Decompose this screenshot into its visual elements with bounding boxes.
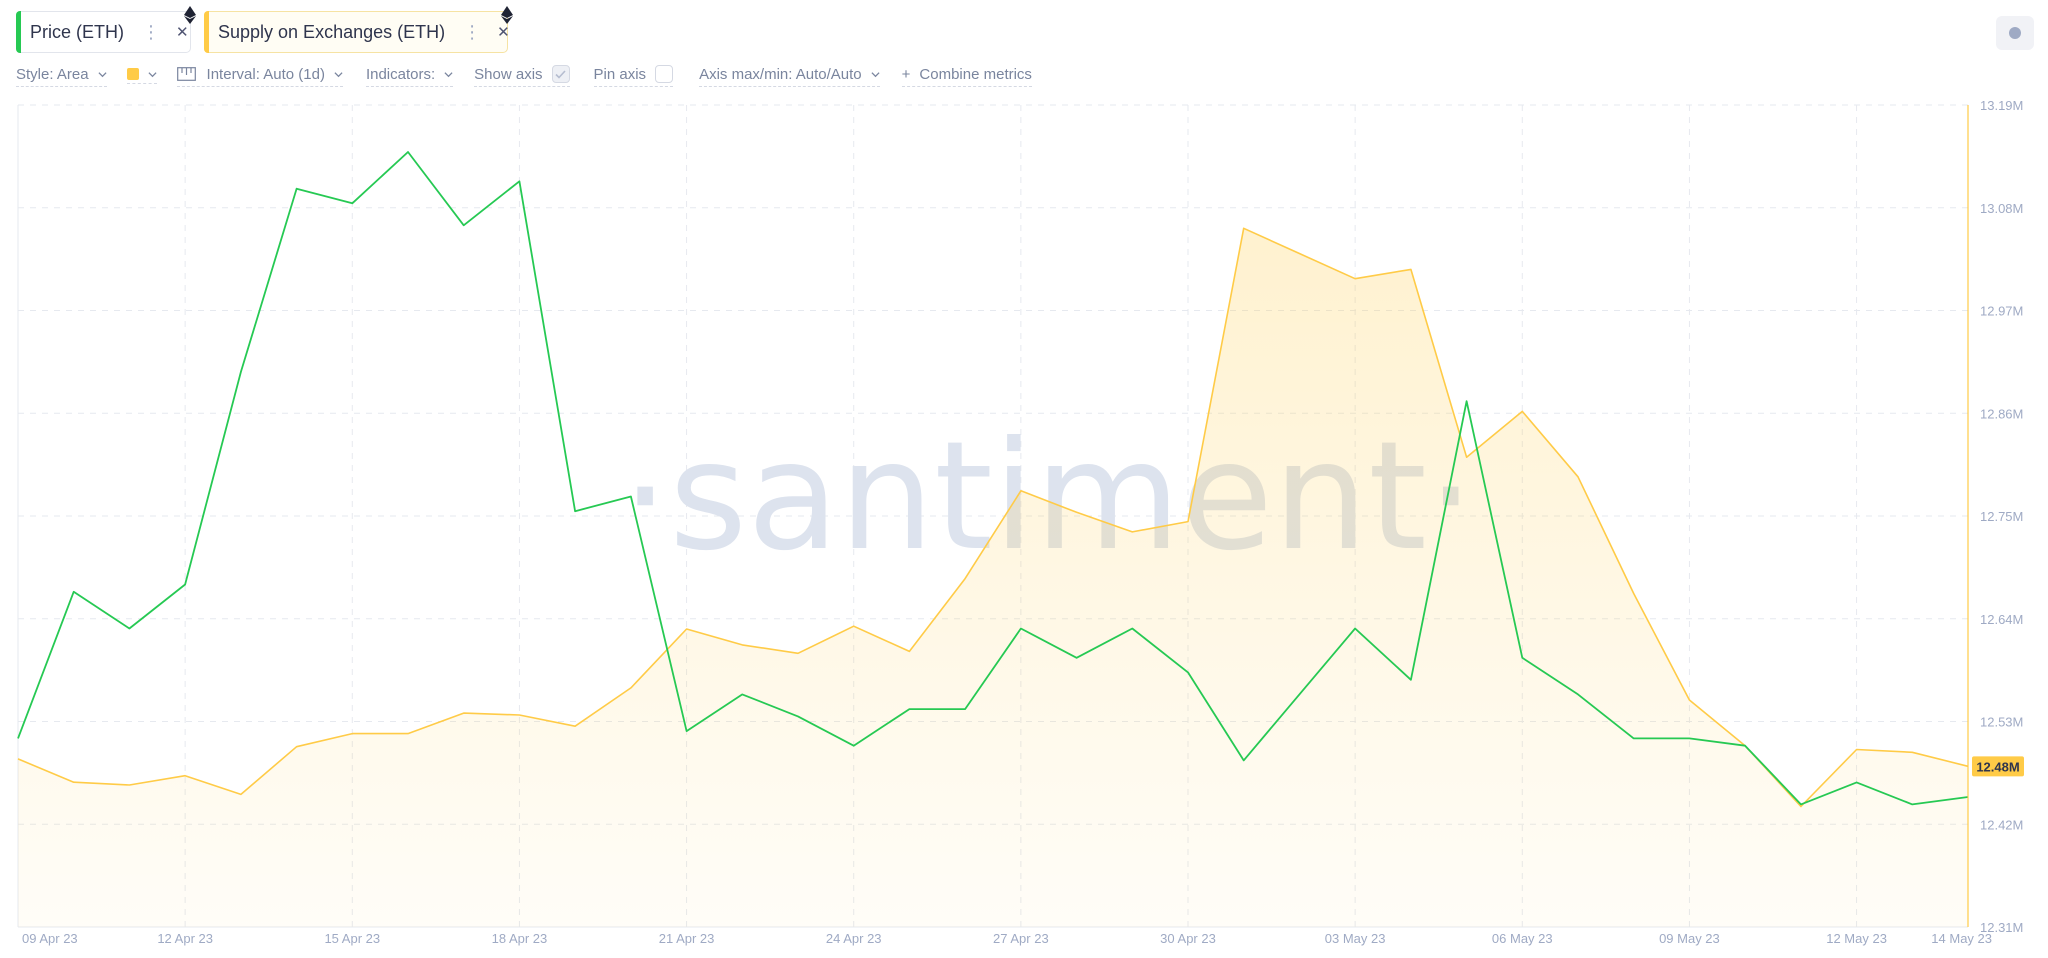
color-swatch	[126, 68, 139, 80]
x-tick-label: 09 May 23	[1659, 931, 1720, 946]
indicators-selector[interactable]: Indicators:	[365, 65, 454, 87]
chevron-down-icon	[98, 71, 107, 77]
chevron-down-icon	[871, 71, 880, 77]
x-tick-label: 03 May 23	[1325, 931, 1386, 946]
pin-axis-label: Pin axis	[593, 65, 647, 83]
axis-minmax-label: Axis max/min: Auto/Auto	[699, 65, 862, 83]
current-value-label: 12.48M	[1976, 759, 2019, 774]
settings-toggle-button[interactable]	[1996, 16, 2034, 50]
chevron-down-icon	[334, 71, 343, 77]
checkmark-icon	[555, 69, 566, 79]
interval-selector[interactable]: Interval: Auto (1d)	[176, 65, 343, 87]
x-tick-label: 27 Apr 23	[993, 931, 1049, 946]
supply-series-line	[17, 227, 1969, 808]
metric-label: Supply on Exchanges (ETH)	[218, 21, 446, 42]
x-tick-label: 09 Apr 23	[22, 931, 78, 946]
chevron-down-icon	[148, 71, 157, 77]
style-selector[interactable]: Style: Area	[16, 66, 107, 87]
more-options-icon[interactable]: ⋮	[142, 21, 160, 42]
color-selector[interactable]	[126, 68, 157, 84]
show-axis-checkbox[interactable]	[551, 65, 570, 83]
show-axis-label: Show axis	[474, 65, 543, 83]
price-series-line	[17, 151, 1969, 806]
combine-metrics-button[interactable]: + Combine metrics	[901, 65, 1032, 87]
show-axis-toggle[interactable]: Show axis	[474, 65, 570, 87]
y-tick-label: 13.19M	[1980, 98, 2023, 113]
x-tick-label: 30 Apr 23	[1160, 931, 1216, 946]
x-tick-label: 12 May 23	[1826, 931, 1887, 946]
close-icon[interactable]: ✕	[176, 24, 189, 41]
style-label: Style: Area	[16, 65, 89, 83]
y-tick-label: 13.08M	[1980, 201, 2023, 216]
axes: 13.19M 13.08M 12.97M 12.86M 12.75M 12.64M 12.5…	[22, 98, 2024, 946]
x-tick-label: 21 Apr 23	[659, 931, 715, 946]
metric-color-bar	[16, 11, 21, 53]
metric-label: Price (ETH)	[30, 21, 124, 42]
y-tick-label: 12.97M	[1980, 304, 2023, 319]
indicators-label: Indicators:	[365, 65, 436, 83]
y-tick-label: 12.53M	[1980, 715, 2023, 730]
pin-axis-toggle[interactable]: Pin axis	[593, 65, 674, 87]
x-tick-label: 06 May 23	[1492, 931, 1553, 946]
metric-color-bar	[204, 11, 209, 53]
x-tick-label: 24 Apr 23	[826, 931, 882, 946]
metric-chip-supply-on-exchanges[interactable]: Supply on Exchanges (ETH) ⋮ ✕	[204, 6, 513, 53]
chart-toolbar: Style: Area Interval: Auto (1d) Indicato…	[16, 64, 1032, 88]
interval-label: Interval: Auto (1d)	[206, 65, 325, 83]
y-tick-label: 12.42M	[1980, 817, 2023, 832]
metric-chip-price[interactable]: Price (ETH) ⋮ ✕	[16, 6, 196, 53]
x-tick-label: 12 Apr 23	[157, 931, 213, 946]
x-tick-label: 14 May 23	[1931, 931, 1992, 946]
x-tick-label: 15 Apr 23	[324, 931, 380, 946]
axis-minmax-selector[interactable]: Axis max/min: Auto/Auto	[699, 66, 880, 87]
series-layer	[17, 151, 1969, 928]
y-tick-label: 12.86M	[1980, 406, 2023, 421]
chevron-down-icon	[444, 71, 453, 77]
current-value-badge	[1972, 756, 2024, 777]
dot-icon	[2009, 27, 2021, 39]
supply-area-fill	[18, 228, 1968, 928]
y-tick-label: 12.64M	[1980, 612, 2023, 627]
y-tick-label: 12.75M	[1980, 509, 2023, 524]
more-options-icon[interactable]: ⋮	[463, 21, 482, 42]
ethereum-icon	[501, 6, 513, 24]
close-icon[interactable]: ✕	[497, 24, 510, 41]
combine-metrics-label: Combine metrics	[919, 65, 1032, 83]
x-tick-label: 18 Apr 23	[492, 931, 548, 946]
y-tick-label: 12.31M	[1980, 920, 2023, 935]
pin-axis-checkbox[interactable]	[655, 65, 674, 83]
plus-icon: +	[901, 65, 911, 83]
ethereum-icon	[184, 6, 196, 24]
ruler-icon	[176, 67, 196, 81]
